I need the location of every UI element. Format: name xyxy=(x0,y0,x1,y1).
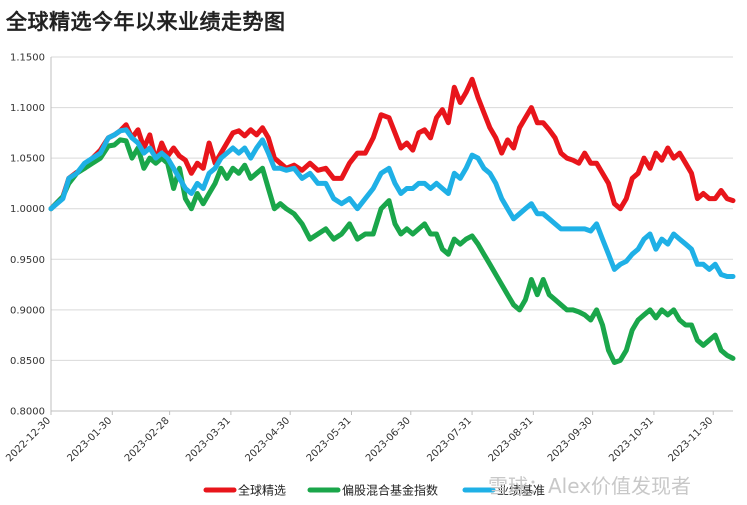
chart-axes xyxy=(50,57,733,412)
y-tick-label: 1.0500 xyxy=(10,154,45,165)
series-line-1 xyxy=(48,76,736,212)
legend-label-1: 全球精选 xyxy=(238,483,286,498)
x-tick-label: 2023-05-31 xyxy=(305,415,354,464)
x-tick-label: 2023-11-30 xyxy=(666,415,715,464)
x-tick-label: 2022-12-30 xyxy=(4,415,53,464)
x-tick-label: 2023-03-31 xyxy=(184,415,233,464)
y-tick-label: 1.0000 xyxy=(10,204,45,215)
y-tick-label: 0.9000 xyxy=(10,305,45,316)
series-line-3 xyxy=(48,127,736,279)
y-tick-label: 1.1500 xyxy=(10,53,45,64)
y-axis-ticks: 0.8000 0.8500 0.9000 0.9500 1.0000 1.0500 1.10… xyxy=(10,53,45,418)
x-tick-label: 2023-04-30 xyxy=(243,415,292,464)
x-axis-ticks: 2022-12-30 2023-01-30 2023-02-28 2023-03-31… xyxy=(4,411,715,464)
x-tick-label: 2023-02-28 xyxy=(123,415,172,464)
chart-title: 全球精选今年以来业绩走势图 xyxy=(6,10,286,34)
x-tick-label: 2023-10-31 xyxy=(607,415,656,464)
x-tick-label: 2023-07-31 xyxy=(425,415,474,464)
legend-label-3: 业绩基准 xyxy=(497,484,545,498)
y-tick-label: 0.8500 xyxy=(10,356,45,367)
x-tick-label: 2023-01-30 xyxy=(66,415,115,464)
x-tick-label: 2023-08-31 xyxy=(487,415,536,464)
legend: 全球精选 偏股混合基金指数 业绩基准 xyxy=(203,483,545,498)
x-tick-label: 2023-06-30 xyxy=(364,415,413,464)
y-tick-label: 0.8000 xyxy=(10,407,45,418)
series-lines xyxy=(48,76,736,365)
y-tick-label: 0.9500 xyxy=(10,255,45,266)
watermark: 雪球：Alex价值发现者 xyxy=(488,474,692,498)
y-tick-label: 1.1000 xyxy=(10,103,45,114)
grid-lines xyxy=(51,56,733,412)
series-line-2 xyxy=(48,137,736,365)
legend-label-2: 偏股混合基金指数 xyxy=(342,483,438,498)
x-tick-label: 2023-09-30 xyxy=(546,415,595,464)
